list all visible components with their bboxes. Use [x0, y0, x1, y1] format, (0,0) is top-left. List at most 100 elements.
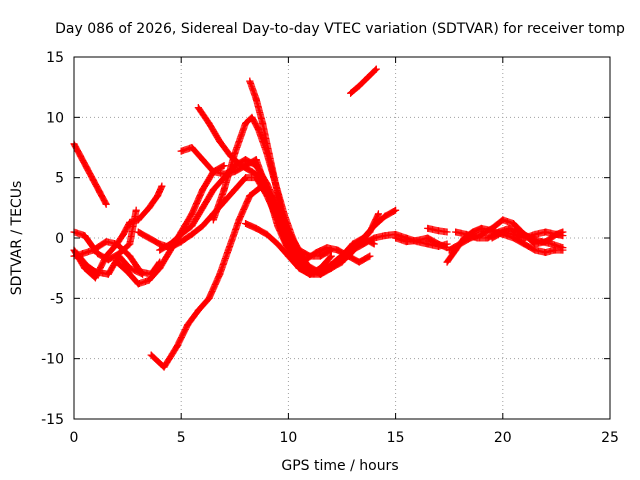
data-point: [473, 234, 481, 242]
data-point: [136, 268, 144, 276]
data-point: [295, 264, 303, 272]
data-marks: [347, 65, 380, 97]
data-point: [113, 240, 121, 248]
data-point: [126, 252, 134, 260]
y-axis-label: SDTVAR / TECUs: [9, 181, 25, 296]
data-point: [542, 228, 550, 236]
data-point: [445, 246, 453, 254]
series-track-8: [147, 183, 348, 371]
data-point: [199, 186, 207, 194]
data-point: [134, 228, 142, 236]
data-point: [134, 280, 142, 288]
data-point: [145, 234, 153, 242]
series-track-1: [70, 140, 110, 208]
data-point: [392, 234, 400, 242]
data-point: [188, 222, 196, 230]
data-point: [434, 240, 442, 248]
data-point: [323, 244, 331, 252]
data-point: [293, 252, 301, 260]
data-point: [104, 270, 112, 278]
data-point: [134, 216, 142, 224]
data-point: [156, 246, 164, 254]
data-point: [520, 234, 528, 242]
data-point: [147, 351, 155, 359]
data-point: [559, 244, 567, 252]
data-point: [102, 252, 110, 260]
data-point: [434, 227, 442, 235]
data-point: [220, 186, 228, 194]
data-point: [284, 252, 292, 260]
data-point: [235, 216, 243, 224]
data-point: [113, 258, 121, 266]
x-tick-label: 25: [601, 430, 619, 446]
data-point: [278, 210, 286, 218]
data-point: [338, 258, 346, 266]
data-point: [94, 250, 102, 258]
data-point: [194, 104, 202, 112]
data-point: [531, 230, 539, 238]
data-point: [102, 200, 110, 208]
data-point: [252, 95, 260, 103]
data-point: [177, 147, 185, 155]
data-point: [184, 321, 192, 329]
data-point: [349, 246, 357, 254]
data-point: [488, 234, 496, 242]
x-tick-label: 20: [494, 430, 512, 446]
data-point: [327, 252, 335, 260]
data-point: [355, 258, 363, 266]
data-point: [542, 248, 550, 256]
series-track-5: [70, 182, 166, 282]
data-point: [242, 119, 250, 127]
data-point: [443, 228, 451, 236]
data-point: [242, 156, 250, 164]
data-point: [177, 230, 185, 238]
data-point: [119, 230, 127, 238]
data-point: [364, 74, 372, 82]
y-tick-label: -5: [50, 291, 64, 307]
data-point: [252, 156, 260, 164]
data-point: [209, 186, 217, 194]
data-point: [274, 240, 282, 248]
data-point: [126, 240, 134, 248]
data-point: [370, 234, 378, 242]
data-point: [199, 222, 207, 230]
data-point: [274, 222, 282, 230]
data-point: [263, 230, 271, 238]
data-point: [199, 156, 207, 164]
data-point: [79, 250, 87, 258]
data-point: [392, 206, 400, 214]
data-point: [205, 119, 213, 127]
data-point: [443, 258, 451, 266]
data-point: [231, 150, 239, 158]
data-point: [402, 238, 410, 246]
data-point: [499, 216, 507, 224]
data-point: [559, 232, 567, 240]
data-point: [89, 246, 97, 254]
data-point: [158, 182, 166, 190]
data-point: [370, 240, 378, 248]
data-point: [381, 232, 389, 240]
data-point: [317, 268, 325, 276]
data-point: [166, 240, 174, 248]
data-point: [359, 240, 367, 248]
data-point: [265, 150, 273, 158]
data-point: [272, 180, 280, 188]
data-point: [173, 343, 181, 351]
data-point: [209, 168, 217, 176]
data-point: [145, 276, 153, 284]
data-point: [359, 234, 367, 242]
data-point: [81, 264, 89, 272]
chart-title: Day 086 of 2026, Sidereal Day-to-day VTE…: [55, 21, 625, 37]
data-point: [477, 224, 485, 232]
data-point: [188, 210, 196, 218]
data-point: [381, 212, 389, 220]
data-point: [374, 210, 382, 218]
x-axis-label: GPS time / hours: [281, 458, 398, 474]
data-point: [252, 224, 260, 232]
data-point: [355, 82, 363, 90]
data-point: [132, 206, 140, 214]
data-point: [76, 152, 84, 160]
data-point: [89, 176, 97, 184]
y-tick-label: 15: [46, 50, 64, 66]
data-point: [242, 162, 250, 170]
